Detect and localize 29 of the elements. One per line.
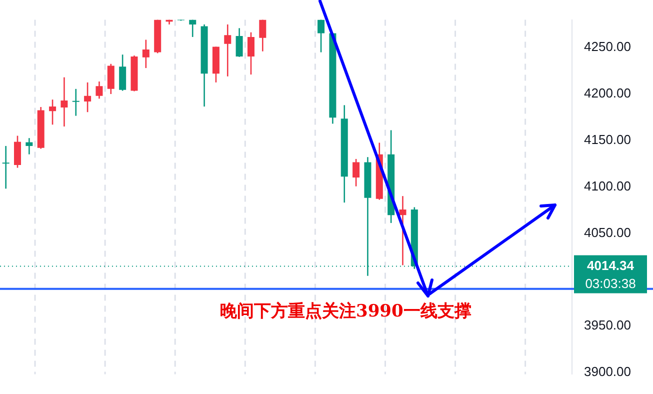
candlestick — [14, 135, 22, 168]
candlestick — [84, 82, 92, 113]
candlestick — [247, 32, 254, 76]
y-tick-label: 4150.00 — [584, 132, 631, 147]
candlestick — [26, 137, 33, 155]
candlestick — [259, 19, 266, 52]
text: 03:03:38 — [585, 276, 636, 291]
candlestick — [189, 19, 196, 38]
candlestick — [119, 54, 126, 92]
candlestick — [224, 24, 232, 78]
y-tick-label: 4250.00 — [584, 39, 631, 54]
candlestick — [72, 88, 80, 116]
y-tick-label: 4100.00 — [584, 178, 631, 194]
ref-line-label: 4014.34 — [587, 258, 635, 273]
candlestick — [60, 76, 68, 128]
y-tick-label: 4050.00 — [584, 224, 631, 240]
y-tick-label: 3900.00 — [584, 364, 631, 379]
candlestick — [2, 145, 10, 190]
candlestick — [49, 98, 56, 126]
candlestick — [399, 195, 406, 266]
candlestick — [142, 39, 150, 69]
y-tick-label: 3950.00 — [584, 318, 631, 333]
candlestick — [107, 63, 114, 95]
y-tick-label: 4200.00 — [584, 86, 631, 101]
candlestick — [318, 19, 325, 53]
candlestick — [236, 28, 243, 58]
candlestick — [352, 158, 360, 187]
ref-line-label: 晚间下方重点关注3990一线支撑 — [220, 301, 472, 322]
candlestick — [96, 80, 103, 100]
